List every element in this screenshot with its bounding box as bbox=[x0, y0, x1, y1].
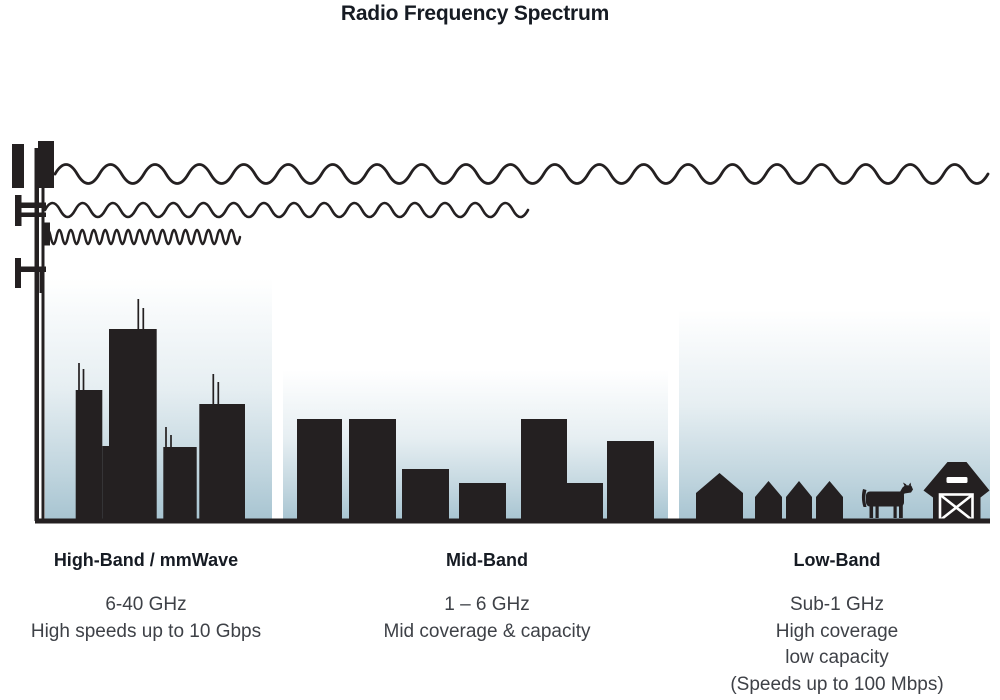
medium-wavelength-wave-icon bbox=[43, 201, 530, 219]
mid-building bbox=[297, 419, 342, 521]
band-title-high: High-Band / mmWave bbox=[53, 550, 239, 570]
city-skyline bbox=[75, 299, 245, 521]
band-label-mid: Mid-Band 1 – 6 GHz Mid coverage & capaci… bbox=[317, 549, 657, 645]
mid-building bbox=[402, 469, 449, 521]
barn-loft-vent bbox=[946, 477, 968, 483]
band-frequency-low: Sub-1 GHz bbox=[790, 594, 884, 615]
mid-building bbox=[607, 441, 654, 521]
band-description-low2: low capacity bbox=[785, 647, 889, 668]
band-label-high: High-Band / mmWave 6-40 GHz High speeds … bbox=[0, 549, 316, 645]
barn-door-crossbuck bbox=[940, 494, 973, 521]
ground-line bbox=[35, 518, 990, 524]
mid-building bbox=[567, 483, 603, 521]
house-icon bbox=[696, 473, 743, 520]
band-description-high: High speeds up to 10 Gbps bbox=[30, 620, 262, 642]
band-speed-note-low: (Speeds up to 100 Mbps) bbox=[730, 673, 944, 695]
band-frequency-mid: 1 – 6 GHz bbox=[444, 594, 530, 615]
band-title-mid: Mid-Band bbox=[446, 550, 528, 570]
band-description-mid: Mid coverage & capacity bbox=[383, 620, 591, 642]
band-frequency-high: 6-40 GHz bbox=[105, 594, 187, 615]
band-description-low: High coverage bbox=[775, 620, 899, 642]
page-title: Radio Frequency Spectrum bbox=[340, 2, 610, 25]
mid-building bbox=[521, 419, 567, 521]
house-icon bbox=[786, 481, 812, 520]
mid-building bbox=[459, 483, 506, 521]
band-title-low: Low-Band bbox=[793, 550, 881, 570]
skyscraper bbox=[102, 446, 109, 521]
band-label-low: Low-Band Sub-1 GHz High coverage low cap… bbox=[667, 549, 1000, 698]
short-wavelength-wave-icon bbox=[43, 228, 242, 246]
house-icon bbox=[816, 481, 843, 520]
mid-building bbox=[349, 419, 396, 521]
skyscraper bbox=[163, 447, 197, 521]
cell-tower-icon bbox=[12, 141, 54, 521]
skyscraper bbox=[109, 329, 157, 521]
skyscraper bbox=[199, 404, 245, 521]
cow-icon bbox=[861, 482, 913, 518]
rural-scene bbox=[696, 462, 990, 522]
house-icon bbox=[755, 481, 782, 520]
skyscraper bbox=[75, 390, 103, 521]
town-buildings bbox=[297, 419, 654, 521]
long-wavelength-wave-icon bbox=[53, 163, 990, 185]
rooftop-antennas-icon bbox=[78, 299, 220, 447]
barn-icon bbox=[923, 462, 990, 522]
